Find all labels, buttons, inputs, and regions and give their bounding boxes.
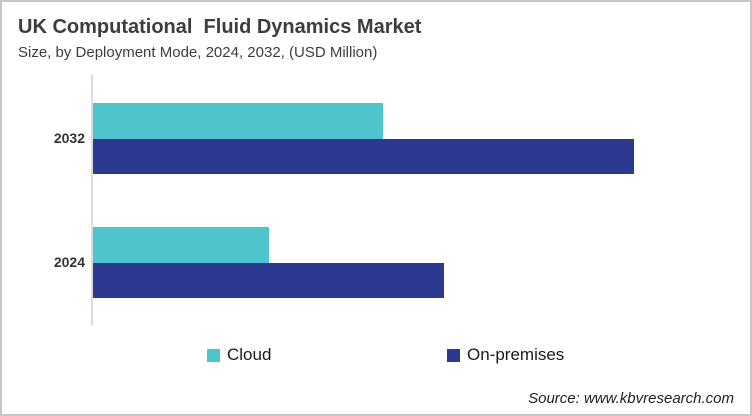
legend-item-on-premises: On-premises: [447, 345, 565, 364]
bar-cloud-2024: [93, 227, 269, 263]
plot-area: 2032 2024: [54, 75, 741, 325]
legend-label-on-premises: On-premises: [467, 345, 565, 364]
legend-item-cloud: Cloud: [207, 345, 272, 364]
source-attribution: Source: www.kbvresearch.com: [528, 390, 734, 407]
chart-subtitle: Size, by Deployment Mode, 2024, 2032, (U…: [18, 44, 378, 61]
chart-title: UK Computational Fluid Dynamics Market: [18, 16, 422, 38]
on-premises-swatch-icon: [447, 348, 460, 362]
category-label-2032: 2032: [53, 130, 85, 146]
category-label-2024: 2024: [53, 254, 85, 270]
cloud-swatch-icon: [207, 348, 220, 362]
bar-on-premises-2032: [93, 139, 634, 174]
legend-label-cloud: Cloud: [227, 345, 272, 364]
bar-on-premises-2024: [93, 263, 444, 298]
bar-cloud-2032: [93, 103, 383, 139]
chart-legend: Cloud On-premises: [2, 345, 750, 366]
